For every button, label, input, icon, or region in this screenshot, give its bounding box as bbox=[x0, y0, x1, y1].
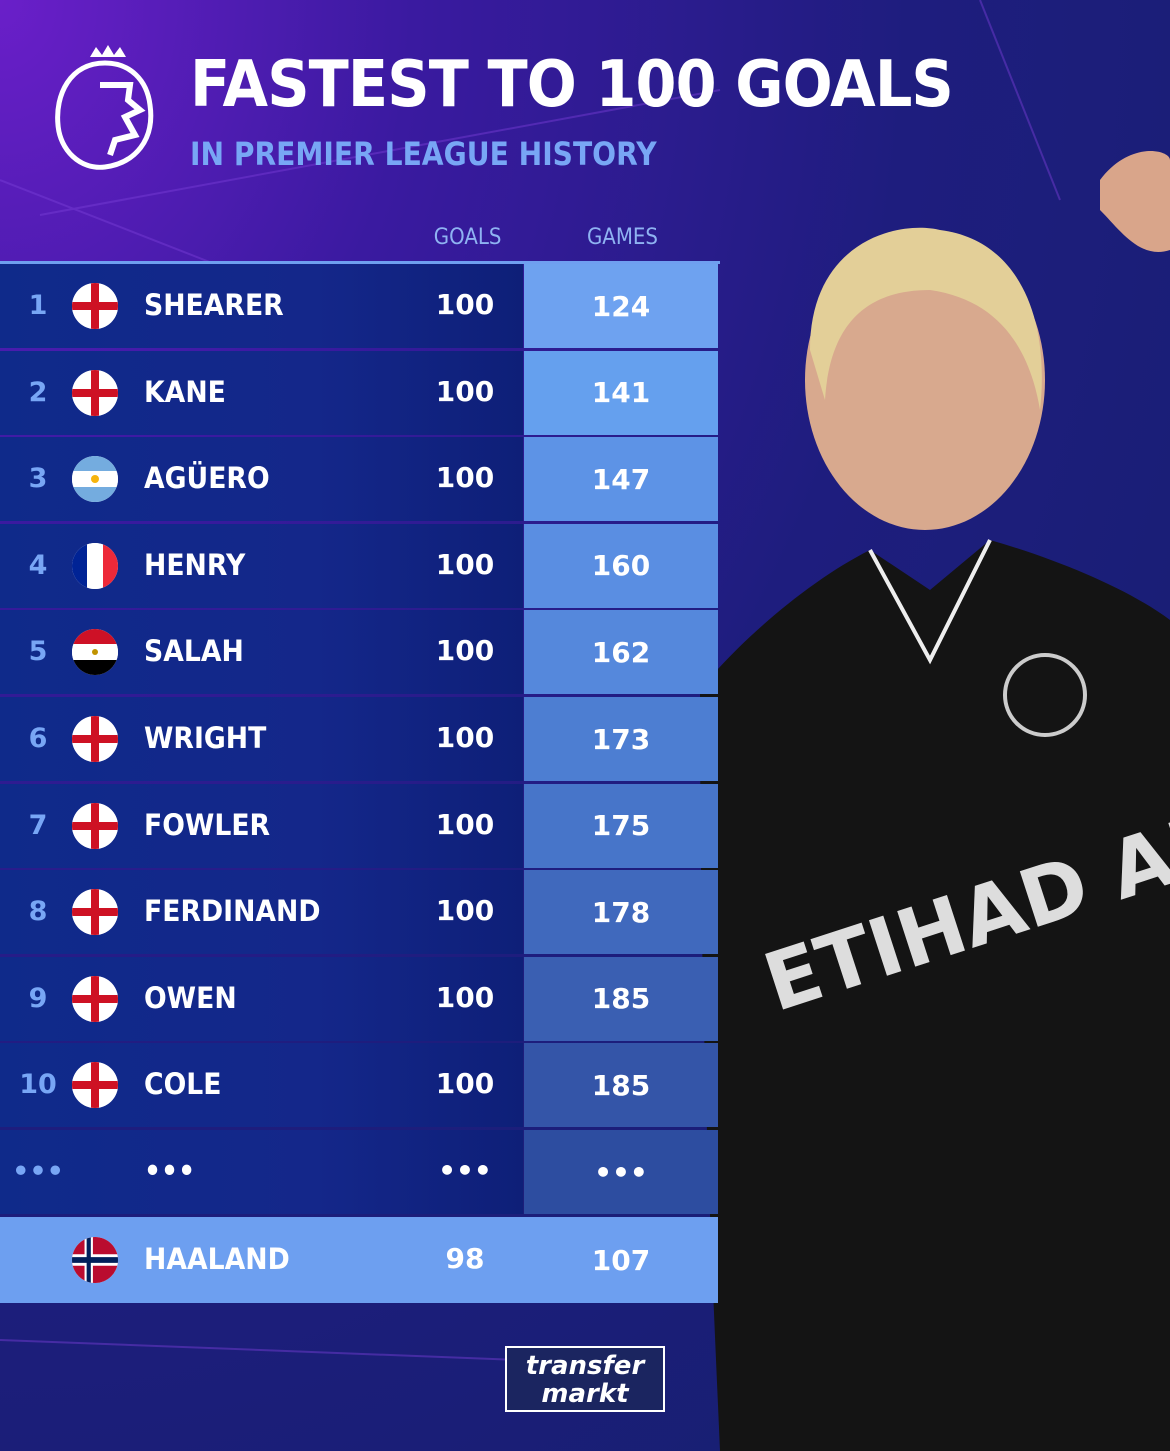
england-flag-icon bbox=[72, 283, 118, 329]
england-flag-icon bbox=[72, 1062, 118, 1109]
table-row: 7 FOWLER 100 175 bbox=[0, 783, 720, 868]
games-value: 185 bbox=[524, 956, 718, 1041]
table-row: 2 KANE 100 141 bbox=[0, 350, 720, 435]
table-row: 6 WRIGHT 100 173 bbox=[0, 697, 720, 781]
ellipsis-rank: ••• bbox=[12, 1156, 64, 1187]
rank: 9 bbox=[28, 982, 48, 1014]
player-name: SALAH bbox=[144, 634, 244, 669]
england-flag-icon bbox=[72, 889, 118, 936]
england-flag-icon bbox=[72, 716, 118, 762]
player-games: 107 bbox=[591, 1243, 651, 1277]
page-subtitle: IN PREMIER LEAGUE HISTORY bbox=[190, 135, 657, 173]
rank: 1 bbox=[28, 290, 48, 321]
player-name: HAALAND bbox=[144, 1242, 290, 1276]
player-name: FERDINAND bbox=[144, 894, 321, 929]
goals-column-header: GOALS bbox=[433, 225, 502, 250]
table-row: 3 AGÜERO 100 147 bbox=[0, 437, 720, 522]
table-row: 8 FERDINAND 100 178 bbox=[0, 870, 720, 955]
games-value: 160 bbox=[524, 523, 718, 608]
logo-line2: markt bbox=[541, 1379, 629, 1409]
player-photo: ETIHAD AIRWAYS bbox=[700, 151, 1170, 1451]
england-flag-icon bbox=[72, 369, 118, 416]
rank: 8 bbox=[28, 896, 48, 928]
goals-value: 100 bbox=[435, 1067, 495, 1101]
page-title: FASTEST TO 100 GOALS bbox=[190, 48, 954, 122]
ellipsis-goals: ••• bbox=[438, 1154, 492, 1187]
games-value: 175 bbox=[524, 783, 718, 868]
rank: 4 bbox=[28, 549, 48, 581]
games-value: 173 bbox=[524, 697, 718, 781]
rank: 10 bbox=[19, 1069, 57, 1101]
player-name: COLE bbox=[144, 1067, 222, 1102]
france-flag-icon bbox=[72, 542, 118, 589]
player-name: HENRY bbox=[144, 547, 246, 582]
rank: 3 bbox=[28, 463, 48, 495]
games-value: 147 bbox=[524, 437, 718, 522]
rank: 6 bbox=[28, 723, 48, 754]
england-flag-icon bbox=[72, 802, 118, 849]
egypt-flag-icon bbox=[72, 629, 118, 676]
table-row: 5 SALAH 100 162 bbox=[0, 610, 720, 695]
england-flag-icon bbox=[72, 975, 118, 1022]
goals-value: 100 bbox=[435, 288, 495, 321]
ellipsis-row: ••• ••• ••• ••• bbox=[0, 1130, 720, 1214]
goals-value: 100 bbox=[435, 374, 495, 408]
player-goals: 98 bbox=[445, 1242, 485, 1275]
rank: 5 bbox=[28, 636, 48, 668]
goals-value: 100 bbox=[435, 807, 495, 841]
table-row: 4 HENRY 100 160 bbox=[0, 523, 720, 608]
ellipsis-games: ••• bbox=[524, 1130, 718, 1214]
rank: 2 bbox=[28, 376, 48, 408]
argentina-flag-icon bbox=[72, 456, 118, 503]
highlight-row: HAALAND 98 107 bbox=[0, 1217, 720, 1303]
logo-line1: transfer bbox=[525, 1351, 645, 1381]
table-row: 1 SHEARER 100 124 bbox=[0, 264, 720, 348]
player-name: KANE bbox=[144, 374, 226, 409]
player-name: AGÜERO bbox=[144, 461, 270, 496]
goals-value: 100 bbox=[435, 547, 495, 581]
player-name: SHEARER bbox=[144, 288, 284, 322]
goals-value: 100 bbox=[435, 461, 495, 495]
goals-value: 100 bbox=[435, 980, 495, 1014]
games-column-header: GAMES bbox=[586, 225, 659, 250]
table-top-line bbox=[0, 261, 720, 264]
premier-league-lion-logo bbox=[55, 45, 154, 170]
table-row: 10 COLE 100 185 bbox=[0, 1043, 720, 1128]
table-row: 9 OWEN 100 185 bbox=[0, 956, 720, 1041]
ellipsis-name: ••• bbox=[144, 1154, 196, 1188]
player-name: WRIGHT bbox=[144, 721, 267, 755]
player-name: OWEN bbox=[144, 980, 237, 1015]
games-value: 141 bbox=[524, 350, 718, 435]
transfermarkt-logo: transfer markt bbox=[505, 1346, 665, 1412]
player-name: FOWLER bbox=[144, 807, 271, 842]
goals-value: 100 bbox=[435, 634, 495, 668]
games-value: 162 bbox=[524, 610, 718, 695]
games-value: 124 bbox=[524, 264, 718, 348]
games-value: 178 bbox=[524, 870, 718, 955]
goals-value: 100 bbox=[435, 894, 495, 928]
norway-flag-icon bbox=[72, 1237, 118, 1283]
games-value: 185 bbox=[524, 1043, 718, 1128]
goals-value: 100 bbox=[435, 721, 495, 754]
rank: 7 bbox=[28, 809, 48, 841]
